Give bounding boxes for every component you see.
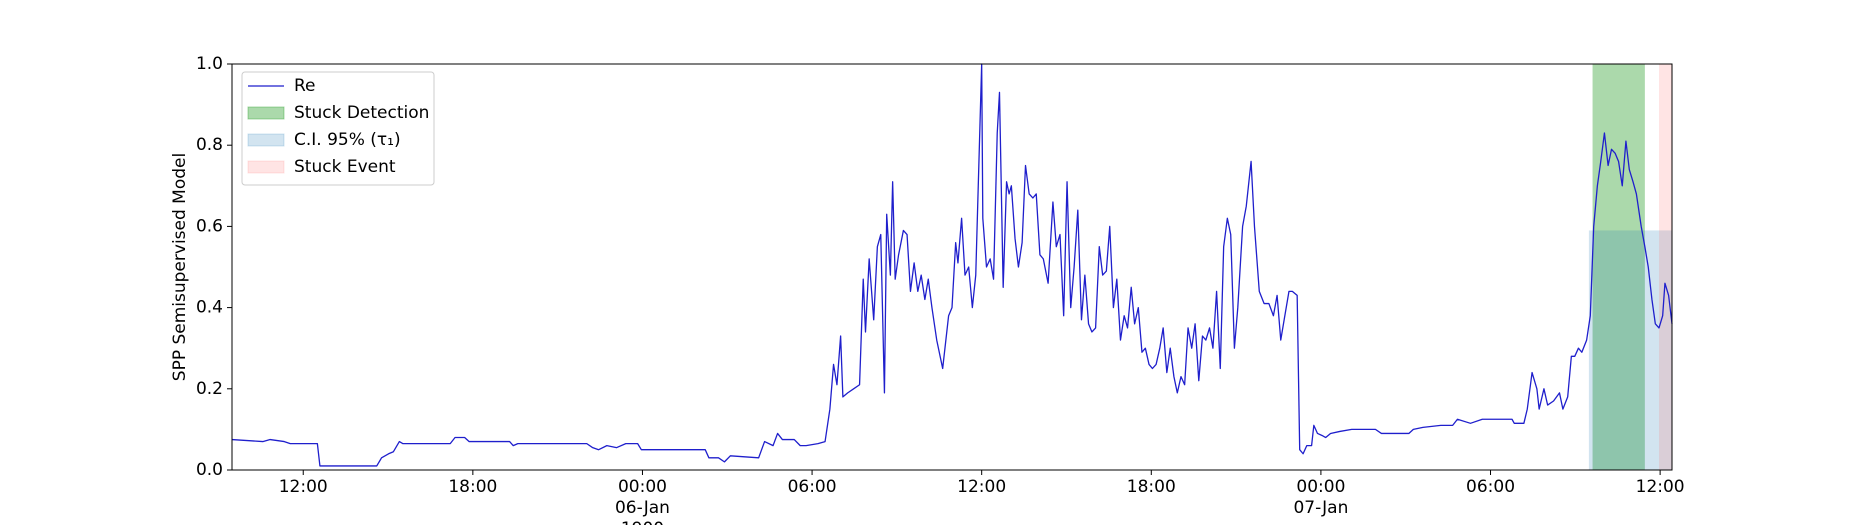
x-tick-label: 06:00 [1466, 477, 1515, 497]
plot-frame [231, 63, 1673, 471]
legend: Re Stuck Detection C.I. 95% (τ₁) Stuck Even… [241, 71, 435, 186]
legend-label: Stuck Event [294, 157, 396, 177]
x-tick-date: 07-Jan [1293, 498, 1348, 518]
y-tick-label: 0.6 [196, 216, 223, 236]
y-tick-label: 1.0 [196, 54, 223, 74]
y-tick-label: 0.0 [196, 460, 223, 480]
x-tick-label: 12:00 [1636, 477, 1685, 497]
x-tick-label: 00:00 [1296, 477, 1345, 497]
y-tick-label: 0.4 [196, 298, 223, 318]
legend-box [241, 71, 435, 186]
shaded-span [1592, 64, 1645, 470]
x-tick-label: 12:00 [957, 477, 1006, 497]
x-tick-date: 06-Jan [615, 498, 670, 518]
x-tick-label: 00:00 [618, 477, 667, 497]
x-tick-label: 12:00 [279, 477, 328, 497]
x-tick-label: 18:00 [448, 477, 497, 497]
x-tick-label: 18:00 [1127, 477, 1176, 497]
shaded-span [1658, 64, 1672, 470]
data-line [231, 63, 1673, 467]
legend-swatch [247, 133, 285, 147]
y-axis-label: SPP Semisupervised Model [170, 153, 190, 381]
legend-swatch [247, 106, 285, 120]
legend-label: Stuck Detection [294, 103, 429, 123]
legend-label: C.I. 95% (τ₁) [294, 130, 401, 150]
y-tick-label: 0.8 [196, 135, 223, 155]
y-tick-label: 0.2 [196, 379, 223, 399]
x-tick-year: 1900 [621, 519, 664, 525]
x-tick-label: 06:00 [788, 477, 837, 497]
legend-label: Re [294, 76, 316, 96]
legend-swatch [247, 160, 285, 174]
shaded-span [1588, 230, 1672, 470]
